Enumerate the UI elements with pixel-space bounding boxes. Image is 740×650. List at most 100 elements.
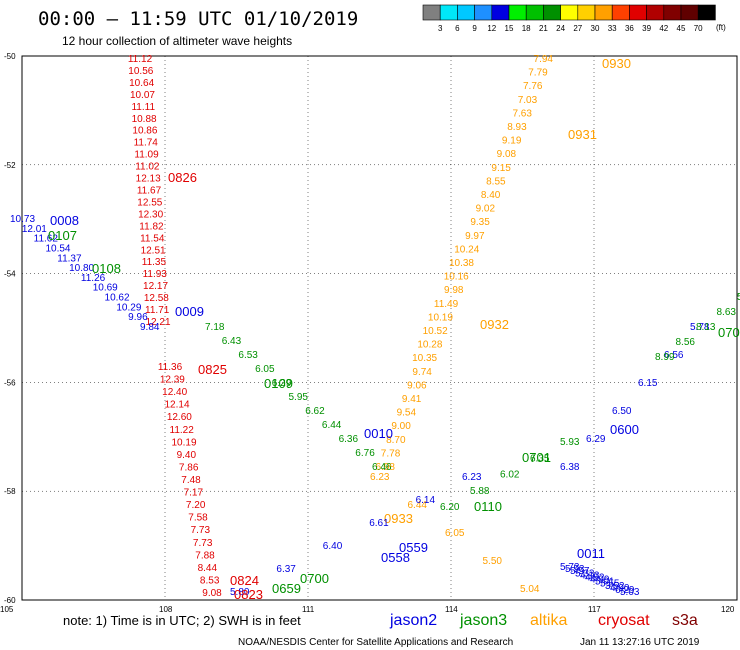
wave-height-value: 7.03 bbox=[518, 95, 538, 106]
wave-height-value: 12.40 bbox=[162, 387, 187, 398]
wave-height-value: 6.53 bbox=[238, 350, 258, 361]
scale-swatch bbox=[629, 4, 647, 21]
wave-height-value: 6.14 bbox=[416, 495, 436, 506]
wave-height-value: 6.02 bbox=[500, 470, 520, 481]
track-0008: 10.7312.0111.6210.5411.3710.8011.2610.69… bbox=[10, 213, 160, 333]
longitude-label: 117 bbox=[588, 605, 601, 614]
wave-height-value: 6.05 bbox=[255, 364, 275, 375]
wave-height-value: 7.73 bbox=[193, 538, 213, 549]
wave-height-value: 10.38 bbox=[449, 258, 474, 269]
pass-time-label: 0701 bbox=[522, 450, 551, 465]
wave-height-value: 8.55 bbox=[486, 176, 506, 187]
scale-tick-label: 36 bbox=[625, 24, 634, 33]
wave-height-value: 9.97 bbox=[465, 231, 485, 242]
pass-time-label: 0008 bbox=[50, 213, 79, 228]
map-subtitle: 12 hour collection of altimeter wave hei… bbox=[62, 34, 292, 48]
wave-height-value: 8.99 bbox=[655, 352, 675, 363]
longitude-label: 108 bbox=[159, 605, 173, 614]
wave-height-value: 5.52 bbox=[737, 292, 740, 303]
wave-height-value: 7.76 bbox=[523, 81, 543, 92]
map-title: 00:00 – 11:59 UTC 01/10/2019 bbox=[38, 8, 358, 30]
latitude-label: -50 bbox=[4, 52, 16, 61]
wave-height-value: 7.48 bbox=[181, 475, 201, 486]
wave-height-value: 11.74 bbox=[134, 138, 159, 149]
wave-height-value: 9.96 bbox=[128, 312, 148, 323]
wave-height-value: 5.88 bbox=[470, 486, 490, 497]
wave-height-value: 6.29 bbox=[586, 434, 606, 445]
wave-height-value: 11.36 bbox=[158, 362, 183, 373]
wave-height-value: 11.26 bbox=[81, 273, 106, 284]
wave-height-value: 8.53 bbox=[200, 575, 220, 586]
wave-height-value: 7.78 bbox=[381, 448, 401, 459]
wave-height-value: 11.12 bbox=[128, 54, 153, 65]
pass-time-label: 0009 bbox=[175, 304, 204, 319]
wave-height-value: 4.90 bbox=[610, 583, 630, 594]
wave-height-value: 9.84 bbox=[140, 322, 160, 333]
wave-height-value: 12.58 bbox=[144, 293, 169, 304]
wave-height-value: 6.37 bbox=[276, 564, 296, 575]
track-0108: 0108 bbox=[92, 261, 121, 276]
scale-swatch bbox=[491, 4, 510, 21]
pass-time-label: 0010 bbox=[364, 426, 393, 441]
wave-height-value: 11.11 bbox=[131, 102, 155, 113]
wave-height-value: 10.19 bbox=[428, 312, 453, 323]
wave-height-value: 6.44 bbox=[322, 420, 342, 431]
scale-swatch bbox=[646, 4, 665, 21]
legend-s3a: s3a bbox=[672, 612, 698, 629]
wave-height-value: 6.76 bbox=[355, 448, 375, 459]
wave-height-value: 6.46 bbox=[372, 462, 392, 473]
pass-time-label: 0930 bbox=[602, 56, 631, 71]
track-0825: 11.3612.3912.4012.1412.6011.2210.199.407… bbox=[158, 362, 227, 599]
track-0010: 0010 bbox=[364, 426, 393, 441]
pass-time-label: 0659 bbox=[272, 581, 301, 596]
wave-height-value: 10.16 bbox=[444, 272, 469, 283]
wave-height-value: 10.69 bbox=[93, 283, 118, 294]
wave-height-value: 10.07 bbox=[130, 90, 155, 101]
scale-tick-label: 12 bbox=[487, 24, 496, 33]
wave-height-value: 11.82 bbox=[139, 221, 164, 232]
legend-jason3: jason3 bbox=[459, 612, 507, 629]
wave-height-value: 8.70 bbox=[386, 435, 406, 446]
scale-tick-label: 24 bbox=[556, 24, 565, 33]
wave-height-value: 9.08 bbox=[202, 588, 222, 599]
wave-height-value: 6.36 bbox=[339, 434, 359, 445]
wave-height-value: 7.20 bbox=[186, 500, 206, 511]
track-0823: 0823 bbox=[234, 587, 263, 602]
wave-height-value: 12.51 bbox=[141, 245, 166, 256]
wave-height-value: 6.61 bbox=[369, 518, 389, 529]
wave-height-value: 6.29 bbox=[615, 585, 635, 596]
scale-swatch bbox=[697, 4, 716, 21]
wave-height-value: 12.13 bbox=[136, 174, 161, 185]
wave-height-value: 4.13 bbox=[580, 570, 600, 581]
wave-height-value: 5.01 bbox=[595, 577, 615, 588]
scale-swatch bbox=[474, 4, 493, 21]
wave-height-value: 11.02 bbox=[135, 162, 160, 173]
wave-height-value: 9.15 bbox=[491, 163, 511, 174]
wave-height-value: 5.93 bbox=[560, 437, 580, 448]
track-0110: 0110 bbox=[474, 499, 502, 514]
wave-height-value: 10.56 bbox=[128, 66, 153, 77]
footer-timestamp: Jan 11 13:27:16 UTC 2019 bbox=[580, 637, 700, 648]
wave-height-value: 12.17 bbox=[143, 281, 168, 292]
scale-tick-label: 15 bbox=[505, 24, 514, 33]
pass-time-label: 0107 bbox=[48, 228, 77, 243]
wave-height-value: 6.29 bbox=[272, 378, 292, 389]
wave-height-value: 9.35 bbox=[470, 217, 490, 228]
track-0600: 6.38 6.29 6.50 6.15 6.56 5.78 0600 bbox=[560, 322, 710, 473]
wave-height-value: 7.73 bbox=[191, 525, 211, 536]
pass-time-label: 0109 bbox=[264, 376, 293, 391]
wave-height-value: 6.40 bbox=[323, 541, 343, 552]
wave-height-value: 7.86 bbox=[179, 462, 199, 473]
scale-swatch bbox=[543, 4, 561, 21]
scale-tick-label: 21 bbox=[539, 24, 548, 33]
scale-tick-label: 33 bbox=[608, 24, 617, 33]
pass-time-label: 0702 bbox=[718, 325, 740, 340]
wave-height-value: 5.33 bbox=[575, 568, 595, 579]
wave-height-value: 5.55 bbox=[600, 579, 620, 590]
track-0930: 7.94 7.79 7.76 7.03 7.63 8.93 9.19 9.08 9.15 8.55… bbox=[376, 54, 631, 473]
wave-height-value: 9.06 bbox=[407, 380, 427, 391]
wave-height-value: 5.53 bbox=[565, 564, 585, 575]
wave-height-value: 12.55 bbox=[137, 197, 162, 208]
